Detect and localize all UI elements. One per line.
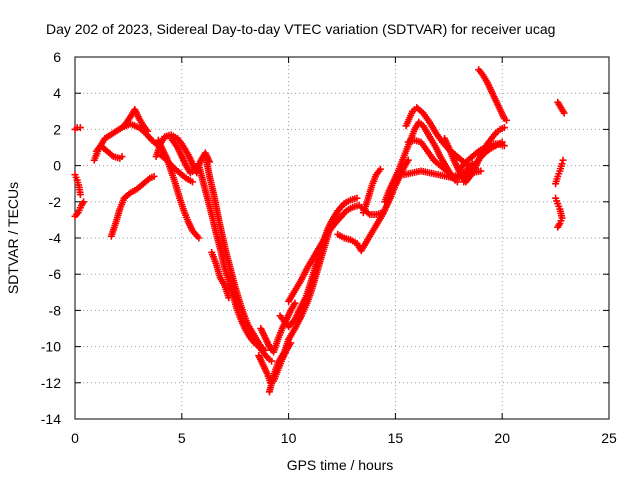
y-tick-label: 6 [53,49,61,65]
series-arc-m [201,151,269,354]
data-point [502,116,510,124]
x-tick-label: 15 [388,430,404,446]
y-tick-labels: -14 -12 -10 -8 -6 -4 -2 0 2 4 6 [41,49,61,427]
x-axis-title: GPS time / hours [287,457,394,473]
y-tick-label: 2 [53,121,61,137]
data-point [477,167,485,175]
x-tick-label: 10 [281,430,297,446]
chart-title: Day 202 of 2023, Sidereal Day-to-day VTE… [46,21,555,37]
series-arc-f [120,105,152,135]
y-tick-label: -6 [49,266,62,282]
y-tick-label: -12 [41,375,61,391]
data-point [225,294,233,302]
data-point [195,234,203,242]
series-arc-af [552,194,566,231]
data-point [558,160,566,168]
data-point [268,357,276,365]
series-arc-u [359,165,384,217]
x-tick-label: 25 [601,430,617,446]
series-arc-ab [475,66,510,124]
data-point [118,153,126,161]
data-point [76,124,84,132]
series-arc-j [156,151,196,186]
data-point [498,138,506,146]
series-arc-ae [552,156,567,188]
data-point [559,156,567,164]
y-tick-label: -4 [49,230,62,246]
series-arc-v [381,118,461,206]
series-arc-n [208,248,233,302]
series-arc-b [71,171,84,199]
data-point [376,165,384,173]
series-arc-g [107,172,158,240]
series-arc-ac [460,138,506,186]
y-tick-label: -2 [49,194,62,210]
y-tick-label: 4 [53,85,61,101]
y-tick-label: 0 [53,158,61,174]
data-point [80,198,88,206]
data-point [332,210,340,218]
series-arc-d [90,120,162,164]
x-tick-label: 0 [71,430,79,446]
data-point [353,194,361,202]
y-axis-title: SDTVAR / TECUs [5,182,21,294]
data-point [188,178,196,186]
y-tick-label: -14 [41,411,61,427]
y-tick-label: -8 [49,302,62,318]
data-point [291,299,299,307]
series-arc-a [71,124,84,133]
series-arc-c [71,198,88,220]
series-arc-q [265,194,361,396]
data-point [554,223,562,231]
data-point [560,109,568,117]
data-points [71,66,568,396]
x-tick-label: 5 [178,430,186,446]
data-point [500,142,508,150]
y-tick-label: -10 [41,339,61,355]
x-tick-label: 20 [494,430,510,446]
x-tick-labels: 0 5 10 15 20 25 [71,430,617,446]
data-point [144,127,152,135]
series-arc-ad [554,98,568,117]
data-point [261,346,269,354]
series-arc-w [402,104,472,170]
data-point [500,124,508,132]
data-point [76,191,84,199]
series-arc-e [92,142,126,162]
data-point [150,172,158,180]
